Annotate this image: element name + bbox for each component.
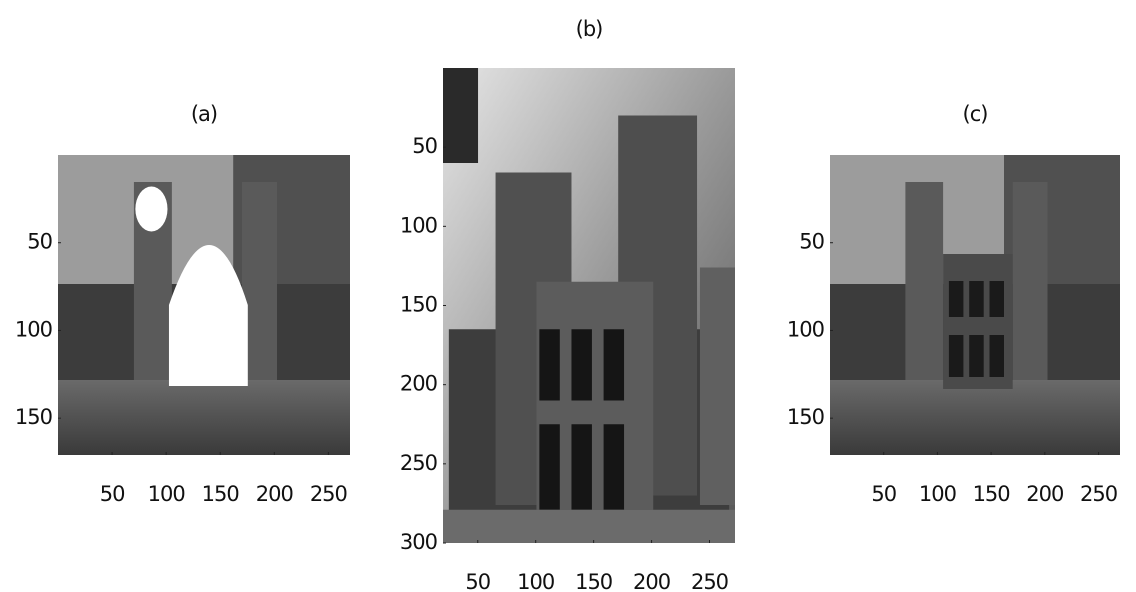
image-region bbox=[1013, 182, 1048, 389]
x-tick-label: 150 bbox=[973, 482, 1010, 506]
panel-title: (c) bbox=[963, 102, 988, 126]
image-region bbox=[443, 510, 735, 543]
x-tick-label: 250 bbox=[310, 482, 347, 506]
y-tick-label: 200 bbox=[400, 372, 437, 396]
image-region bbox=[571, 424, 591, 510]
x-tick-label: 200 bbox=[256, 482, 293, 506]
x-tick-label: 100 bbox=[517, 570, 554, 592]
y-tick-label: 300 bbox=[400, 530, 437, 554]
x-tick-label: 50 bbox=[100, 482, 125, 506]
y-tick-label: 150 bbox=[787, 405, 824, 429]
image-region bbox=[949, 281, 964, 317]
image-region bbox=[539, 424, 559, 510]
panel: (a) 50 100 150 200 250 50 100 150 bbox=[15, 102, 350, 506]
image-region bbox=[604, 424, 624, 510]
x-tick-label: 100 bbox=[148, 482, 185, 506]
x-tick-label: 250 bbox=[1080, 482, 1117, 506]
x-tick-label: 100 bbox=[919, 482, 956, 506]
x-tick-label: 50 bbox=[465, 570, 490, 592]
image-region bbox=[58, 380, 350, 455]
x-tick-label: 200 bbox=[633, 570, 670, 592]
y-tick-label: 100 bbox=[15, 317, 52, 341]
panel-title: (b) bbox=[576, 17, 603, 41]
image-region bbox=[990, 335, 1005, 377]
x-tick-label: 50 bbox=[871, 482, 896, 506]
x-tick-label: 150 bbox=[202, 482, 239, 506]
figure: (a) 50 100 150 200 250 50 100 150 (b) 50 100 150 200 2… bbox=[0, 0, 1136, 592]
y-tick-label: 100 bbox=[787, 317, 824, 341]
missing-region bbox=[135, 187, 167, 232]
image-region bbox=[969, 335, 984, 377]
y-tick-label: 50 bbox=[799, 230, 824, 254]
image-region bbox=[830, 380, 1120, 455]
y-tick-label: 150 bbox=[400, 293, 437, 317]
y-tick-label: 50 bbox=[27, 230, 52, 254]
panel: (c) 50 100 150 200 250 50 100 150 bbox=[787, 102, 1120, 506]
y-tick-label: 100 bbox=[400, 213, 437, 237]
x-tick-label: 150 bbox=[575, 570, 612, 592]
y-tick-label: 150 bbox=[15, 405, 52, 429]
image-region bbox=[990, 281, 1005, 317]
image-region bbox=[969, 281, 984, 317]
x-tick-label: 200 bbox=[1026, 482, 1063, 506]
y-tick-label: 250 bbox=[400, 451, 437, 475]
image-region bbox=[949, 335, 964, 377]
image-region bbox=[571, 329, 591, 400]
x-tick-label: 250 bbox=[691, 570, 728, 592]
panel: (b) 50 100 150 200 250 50 100 150 200 250 300 bbox=[400, 17, 735, 592]
image-region bbox=[443, 68, 478, 163]
image-region bbox=[905, 182, 943, 389]
image-region bbox=[539, 329, 559, 400]
image-region bbox=[604, 329, 624, 400]
y-tick-label: 50 bbox=[412, 134, 437, 158]
panel-title: (a) bbox=[191, 102, 217, 126]
image-region bbox=[700, 268, 735, 506]
